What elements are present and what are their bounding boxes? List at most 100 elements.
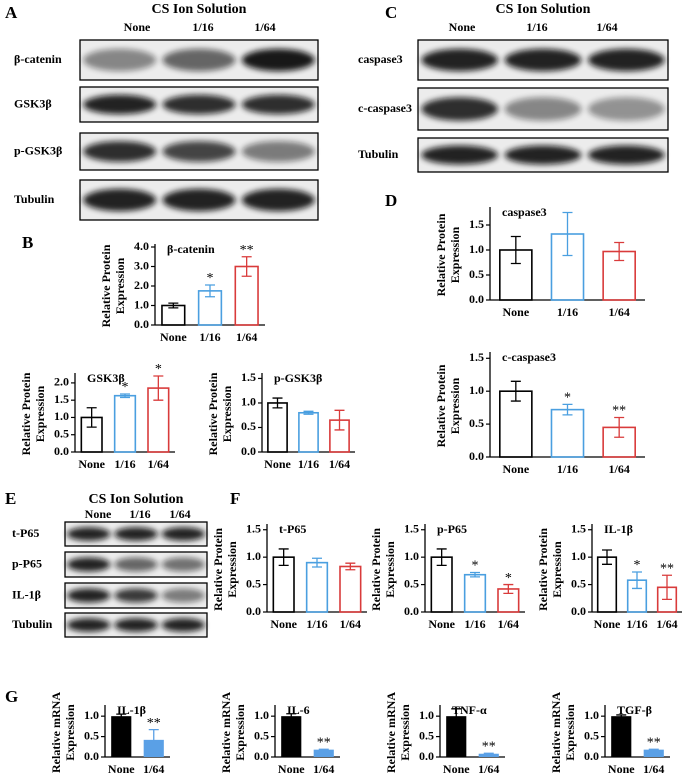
x-tick-label: 1/64 <box>498 617 519 631</box>
blot-band <box>161 618 206 632</box>
error-bar <box>614 241 625 262</box>
y-tick-label: 1.0 <box>404 549 419 563</box>
blot-band <box>66 588 111 603</box>
panel-letter: E <box>5 489 16 508</box>
error-bar <box>436 548 447 567</box>
error-bar <box>205 284 215 298</box>
chart-title: t-P65 <box>279 522 306 536</box>
y-axis-label: Relative Protein <box>434 213 448 296</box>
y-tick-label: 0.0 <box>241 444 256 458</box>
bar <box>305 561 329 613</box>
y-tick-label: 1.0 <box>571 549 586 563</box>
chart-title: IL-6 <box>287 703 310 717</box>
x-tick-label: 1/64 <box>608 305 629 319</box>
y-tick-label: 1.0 <box>54 409 69 423</box>
y-axis-label: Expression <box>225 541 239 598</box>
blot-band <box>161 588 206 603</box>
blot-band <box>504 48 582 72</box>
blot-row-label: p-GSK3β <box>14 143 62 157</box>
bar <box>478 753 499 757</box>
lane-label: 1/16 <box>129 507 150 521</box>
bar <box>111 716 132 757</box>
y-axis-label: Relative Protein <box>536 528 550 611</box>
y-axis-label: Relative Protein <box>206 372 220 455</box>
y-tick-label: 0.0 <box>584 749 599 763</box>
y-tick-label: 0.0 <box>469 449 484 463</box>
x-tick-label: 1/64 <box>608 462 629 476</box>
blot-band <box>241 48 315 72</box>
y-tick-label: 0.0 <box>54 444 69 458</box>
blot-row-label: GSK3β <box>14 96 52 110</box>
error-bar <box>648 748 659 751</box>
y-tick-label: 0.5 <box>254 728 269 742</box>
blot-band <box>83 48 157 72</box>
y-tick-label: 0.0 <box>469 292 484 306</box>
error-bar <box>632 571 642 590</box>
y-tick-label: 0.5 <box>419 728 434 742</box>
x-tick-label: 1/64 <box>643 762 664 776</box>
x-tick-label: 1/64 <box>313 762 334 776</box>
x-tick-label: None <box>428 617 455 631</box>
lane-label: 1/16 <box>192 20 213 34</box>
significance-label: ** <box>612 404 626 419</box>
x-tick-label: None <box>78 457 105 471</box>
y-axis-label: Expression <box>63 704 77 761</box>
x-tick-label: None <box>278 762 305 776</box>
blot-row-label: p-P65 <box>12 556 42 570</box>
y-tick-label: 0.5 <box>84 728 99 742</box>
x-tick-label: 1/64 <box>478 762 499 776</box>
error-bar <box>602 549 612 565</box>
bar <box>643 749 664 757</box>
error-bar <box>616 714 627 719</box>
x-tick-label: None <box>608 762 635 776</box>
blot-row-label: caspase3 <box>358 52 403 66</box>
y-tick-label: 2.0 <box>134 278 149 292</box>
blot-row-label: t-P65 <box>12 526 39 540</box>
x-tick-label: None <box>270 617 297 631</box>
error-bar <box>312 557 322 568</box>
y-axis-label: Relative mRNA <box>219 692 233 773</box>
blot-row-label: Tubulin <box>358 147 399 161</box>
y-tick-label: 0.5 <box>246 576 261 590</box>
bar <box>550 408 585 458</box>
blot-band <box>83 94 157 115</box>
y-axis-label: Expression <box>113 257 127 314</box>
significance-label: * <box>634 558 641 573</box>
x-tick-label: 1/16 <box>557 462 578 476</box>
error-bar <box>503 583 514 595</box>
x-tick-label: 1/16 <box>114 457 135 471</box>
x-tick-label: 1/16 <box>199 330 220 344</box>
x-tick-label: 1/16 <box>306 617 327 631</box>
bar <box>267 402 288 453</box>
lane-label: 1/64 <box>169 507 190 521</box>
blot-band <box>161 557 206 572</box>
lane-label: 1/64 <box>254 20 275 34</box>
y-axis-label: Relative Protein <box>19 372 33 455</box>
error-bar <box>662 574 672 601</box>
y-tick-label: 1.0 <box>134 297 149 311</box>
x-tick-label: 1/64 <box>148 457 169 471</box>
bar <box>281 716 302 757</box>
panel-letter: G <box>5 687 18 706</box>
x-tick-label: 1/16 <box>626 617 647 631</box>
error-bar <box>334 409 345 431</box>
chart-title: TGF-β <box>617 703 652 717</box>
y-axis-label: Expression <box>550 541 564 598</box>
chart-title: TNF-α <box>452 703 487 717</box>
bar <box>446 716 467 757</box>
x-tick-label: None <box>264 457 291 471</box>
x-tick-label: 1/16 <box>464 617 485 631</box>
x-tick-label: None <box>160 330 187 344</box>
significance-label: * <box>564 391 571 406</box>
y-axis-label: Relative mRNA <box>384 692 398 773</box>
y-tick-label: 0.0 <box>254 749 269 763</box>
error-bar <box>318 748 329 751</box>
y-tick-label: 0.0 <box>134 317 149 331</box>
y-tick-label: 1.5 <box>469 350 484 364</box>
y-tick-label: 1.0 <box>246 549 261 563</box>
significance-label: * <box>207 271 214 286</box>
y-axis-label: Expression <box>220 385 234 442</box>
lane-label: None <box>124 20 151 34</box>
x-tick-label: None <box>502 305 529 319</box>
